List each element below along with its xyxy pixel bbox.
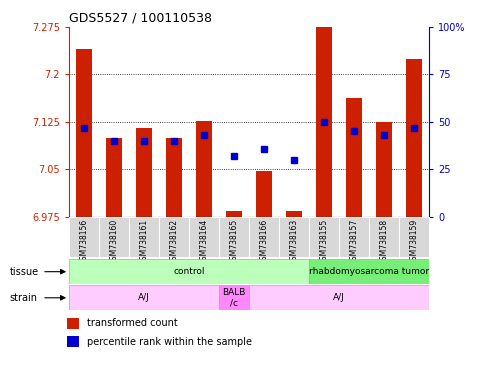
Bar <box>136 128 152 217</box>
Text: percentile rank within the sample: percentile rank within the sample <box>87 337 252 347</box>
Bar <box>226 210 242 217</box>
Bar <box>67 318 79 329</box>
Bar <box>339 217 369 257</box>
Text: GSM738164: GSM738164 <box>200 219 209 265</box>
Text: A/J: A/J <box>138 293 150 302</box>
Bar <box>166 138 182 217</box>
Bar <box>399 217 429 257</box>
Bar <box>69 259 309 284</box>
Bar <box>69 217 99 257</box>
Text: BALB
/c: BALB /c <box>222 288 246 308</box>
Text: GSM738160: GSM738160 <box>109 219 118 265</box>
Bar <box>309 259 429 284</box>
Bar <box>219 217 249 257</box>
Bar <box>159 217 189 257</box>
Bar <box>309 217 339 257</box>
Text: GSM738166: GSM738166 <box>259 219 269 265</box>
Text: GSM738165: GSM738165 <box>229 219 239 265</box>
Bar <box>189 217 219 257</box>
Text: GSM738159: GSM738159 <box>409 219 419 265</box>
Text: A/J: A/J <box>333 293 345 302</box>
Text: GSM738157: GSM738157 <box>350 219 358 265</box>
Bar <box>256 171 272 217</box>
Bar <box>67 336 79 347</box>
Bar <box>316 27 332 217</box>
Text: GDS5527 / 100110538: GDS5527 / 100110538 <box>69 11 212 24</box>
Text: transformed count: transformed count <box>87 318 177 328</box>
Text: GSM738161: GSM738161 <box>140 219 148 265</box>
Bar <box>106 138 122 217</box>
Bar <box>249 285 429 310</box>
Bar <box>406 59 422 217</box>
Bar <box>219 285 249 310</box>
Text: tissue: tissue <box>10 266 39 277</box>
Bar <box>376 122 392 217</box>
Text: control: control <box>173 267 205 276</box>
Bar <box>279 217 309 257</box>
Bar <box>196 121 212 217</box>
Bar <box>369 217 399 257</box>
Bar <box>76 49 92 217</box>
Bar <box>249 217 279 257</box>
Bar <box>286 211 302 217</box>
Text: rhabdomyosarcoma tumor: rhabdomyosarcoma tumor <box>309 267 429 276</box>
Bar <box>99 217 129 257</box>
Text: GSM738155: GSM738155 <box>319 219 328 265</box>
Text: strain: strain <box>10 293 38 303</box>
Text: GSM738156: GSM738156 <box>79 219 89 265</box>
Text: GSM738162: GSM738162 <box>170 219 178 265</box>
Text: GSM738163: GSM738163 <box>289 219 298 265</box>
Text: GSM738158: GSM738158 <box>380 219 388 265</box>
Bar <box>69 285 219 310</box>
Bar <box>129 217 159 257</box>
Bar <box>346 98 362 217</box>
